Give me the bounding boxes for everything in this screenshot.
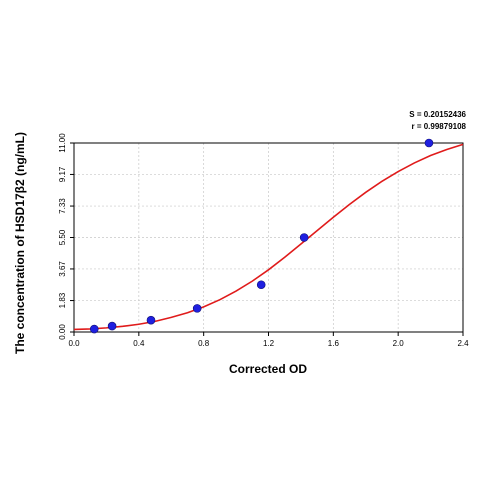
y-axis-title: The concentration of HSD17β2 (ng/mL) bbox=[13, 132, 27, 354]
x-axis-title: Corrected OD bbox=[229, 362, 307, 376]
y-tick-label: 5.50 bbox=[58, 229, 67, 245]
x-tick-label: 2.0 bbox=[393, 339, 405, 348]
data-point bbox=[146, 315, 156, 325]
x-tick-label: 1.2 bbox=[263, 339, 275, 348]
data-points bbox=[89, 138, 434, 334]
data-point bbox=[89, 324, 99, 334]
y-tick-label: 11.00 bbox=[58, 133, 67, 153]
r-value-label: r = 0.99879108 bbox=[412, 122, 467, 131]
fitted-curve bbox=[73, 143, 464, 331]
x-tick-label: 0.4 bbox=[133, 339, 145, 348]
data-point bbox=[424, 138, 434, 148]
data-point bbox=[107, 321, 117, 331]
x-tick-label: 0.0 bbox=[68, 339, 80, 348]
x-tick-labels: 0.0 0.4 0.8 1.2 1.6 2.0 2.4 bbox=[68, 339, 469, 348]
x-tick-label: 2.4 bbox=[457, 339, 469, 348]
x-tick-label: 1.6 bbox=[328, 339, 340, 348]
data-point bbox=[256, 280, 266, 290]
grid bbox=[73, 142, 464, 333]
data-point bbox=[192, 304, 202, 313]
data-point bbox=[299, 233, 309, 242]
y-tick-label: 1.83 bbox=[58, 292, 67, 308]
s-value-label: S = 0.20152436 bbox=[409, 110, 466, 119]
y-tick-labels: 0.00 1.83 3.67 5.50 7.33 9.17 11.00 bbox=[58, 133, 67, 340]
y-tick-label: 9.17 bbox=[58, 166, 67, 182]
y-tick-label: 3.67 bbox=[58, 261, 67, 277]
y-tick-label: 7.33 bbox=[58, 198, 67, 214]
x-tick-label: 0.8 bbox=[198, 339, 210, 348]
y-tick-label: 0.00 bbox=[58, 324, 67, 340]
axis-ticks bbox=[70, 142, 464, 336]
